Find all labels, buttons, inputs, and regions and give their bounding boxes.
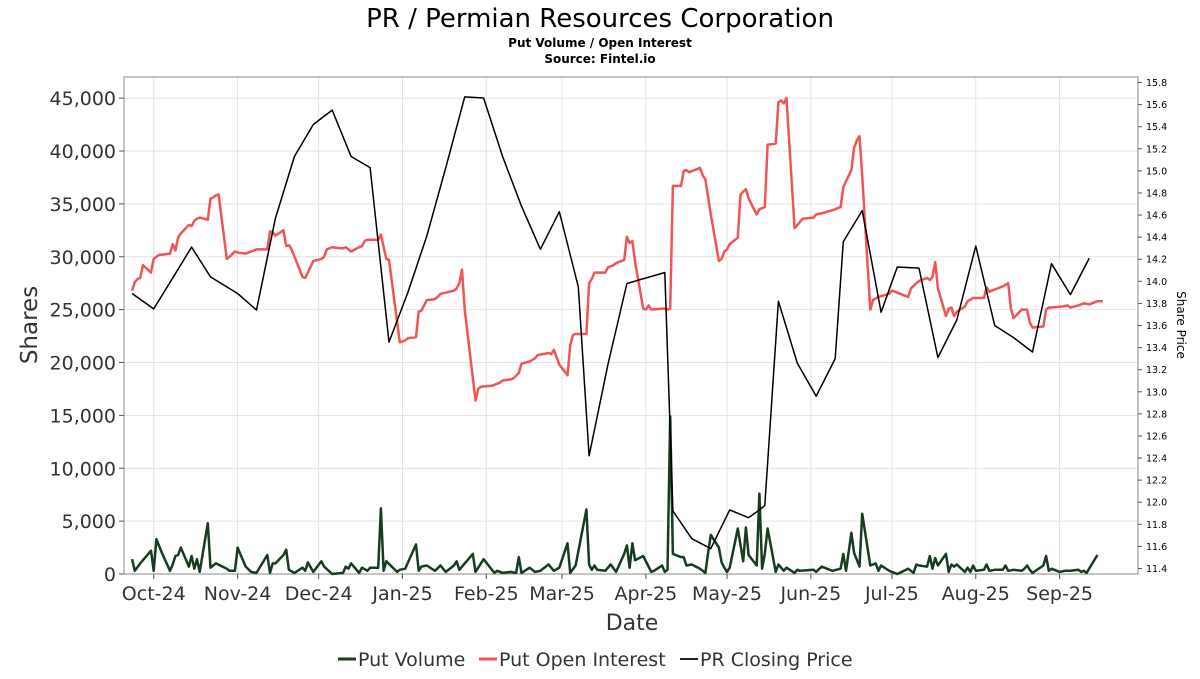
y-right-tick-label: 15.0	[1146, 166, 1167, 177]
y-right-tick-label: 13.6	[1146, 321, 1167, 332]
y-right-tick-label: 14.2	[1146, 255, 1167, 266]
x-tick-label: Aug-25	[942, 583, 1010, 605]
y-left-tick-label: 15,000	[50, 405, 116, 427]
x-tick-label: Nov-24	[204, 583, 272, 605]
legend-item: Put Open Interest	[479, 649, 666, 671]
legend-label: PR Closing Price	[700, 649, 853, 671]
y-right-tick-label: 12.0	[1146, 498, 1167, 509]
x-tick-label: Dec-24	[285, 583, 353, 605]
y-right-tick-label: 12.8	[1146, 409, 1167, 420]
y-left-tick-label: 30,000	[50, 247, 116, 269]
plot-area-frame	[123, 76, 1139, 575]
y-right-tick-label: 14.0	[1146, 277, 1167, 288]
y-right-tick-label: 15.6	[1146, 100, 1167, 111]
y-left-tick-label: 20,000	[50, 353, 116, 375]
legend-label: Put Open Interest	[499, 649, 666, 671]
x-tick-label: Jun-25	[779, 583, 841, 605]
series-layer	[130, 96, 1103, 576]
x-tick-label: Sep-25	[1026, 583, 1093, 605]
y-right-tick-label: 12.2	[1146, 476, 1167, 487]
series-line-put-open-interest	[130, 96, 1103, 402]
legend: Put Volume Put Open Interest PR Closing Pr…	[338, 649, 853, 671]
chart-title: PR / Permian Resources Corporation	[366, 4, 834, 34]
legend-item: Put Volume	[338, 649, 465, 671]
legend-item: PR Closing Price	[680, 649, 853, 671]
x-tick-label: Oct-24	[122, 583, 186, 605]
x-tick-label: Apr-25	[615, 583, 678, 605]
y-left-tick-label: 25,000	[50, 300, 116, 322]
y-right-tick-label: 11.6	[1146, 542, 1167, 553]
x-tick-label: Mar-25	[529, 583, 595, 605]
chart-subtitle: Put Volume / Open Interest	[508, 36, 692, 50]
y-left-tick-label: 40,000	[50, 141, 116, 163]
y-right-tick-label: 11.4	[1146, 564, 1167, 575]
chart-source: Source: Fintel.io	[544, 52, 655, 66]
y-left-tick-label: 5,000	[62, 511, 116, 533]
grid-layer	[124, 77, 1138, 575]
y-right-tick-label: 13.0	[1146, 387, 1167, 398]
y-left-tick-label: 35,000	[50, 194, 116, 216]
y-right-tick-label: 13.8	[1146, 299, 1167, 310]
y-right-tick-label: 15.4	[1146, 122, 1167, 133]
y-right-tick-label: 14.8	[1146, 188, 1167, 199]
y2-axis-label: Share Price	[1174, 291, 1188, 359]
y-right-tick-label: 12.4	[1146, 454, 1167, 465]
y-right-tick-label: 15.8	[1146, 78, 1167, 89]
y-axis-label: Shares	[17, 286, 43, 364]
x-tick-label: Feb-25	[454, 583, 519, 605]
y-right-tick-label: 11.8	[1146, 520, 1167, 531]
x-axis: Oct-24 Nov-24 Dec-24 Jan-25 Feb-25 Mar-25 Apr-…	[122, 574, 1093, 605]
y-left-tick-label: 45,000	[50, 88, 116, 110]
y-left-tick-label: 10,000	[50, 458, 116, 480]
y-right-tick-label: 15.2	[1146, 144, 1167, 155]
x-tick-label: Jul-25	[864, 583, 919, 605]
x-tick-label: May-25	[692, 583, 762, 605]
y-right-tick-label: 13.2	[1146, 365, 1167, 376]
y-left-tick-label: 0	[104, 564, 116, 586]
y-right-tick-label: 14.4	[1146, 233, 1167, 244]
y-right-tick-label: 13.4	[1146, 343, 1167, 354]
y-left-axis: 0 5,000 10,000 15,000 20,000 25,000 30,000 35,0…	[50, 88, 124, 586]
series-line-put-volume	[130, 415, 1099, 576]
y-right-tick-label: 14.6	[1146, 211, 1167, 222]
x-tick-label: Jan-25	[371, 583, 432, 605]
series-line-pr-closing-price	[131, 96, 1090, 550]
y-right-tick-label: 12.6	[1146, 431, 1167, 442]
legend-label: Put Volume	[358, 649, 465, 671]
y-right-axis: 11.4 11.6 11.8 12.0 12.2 12.4 12.6 12.8 13.0 13.2…	[1138, 78, 1167, 575]
x-axis-label: Date	[606, 611, 659, 636]
